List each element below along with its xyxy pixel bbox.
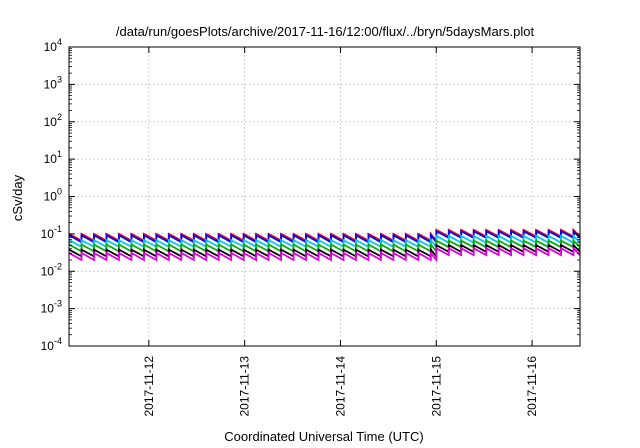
x-tick-label: 2017-11-12 [142,356,156,417]
x-axis-ticks: 2017-11-12 2017-11-13 2017-11-14 2017-11-15… [142,47,539,417]
x-tick-label: 2017-11-13 [238,356,252,417]
y-tick-label: 103 [44,74,62,91]
y-tick-label: 10-3 [41,299,62,316]
y-axis-label: cSv/day [10,174,25,221]
y-tick-label: 10-4 [41,336,62,353]
y-tick-label: 102 [44,112,62,129]
x-tick-label: 2017-11-14 [333,356,347,417]
grid-lines [69,46,580,347]
y-tick-label: 104 [44,37,62,54]
x-axis-label: Coordinated Universal Time (UTC) [224,429,423,444]
y-tick-label: 100 [44,187,62,204]
chart-title: /data/run/goesPlots/archive/2017-11-16/1… [116,24,535,39]
y-tick-label: 101 [44,149,62,166]
series-line [68,246,581,263]
y-tick-label: 10-1 [41,224,62,241]
data-series [68,227,581,263]
y-axis-ticks: 10-4 10-3 10-2 10-1 100 101 102 103 104 [41,37,580,353]
x-tick-label: 2017-11-16 [525,356,539,417]
x-tick-label: 2017-11-15 [429,356,443,417]
y-tick-label: 10-2 [41,261,62,278]
